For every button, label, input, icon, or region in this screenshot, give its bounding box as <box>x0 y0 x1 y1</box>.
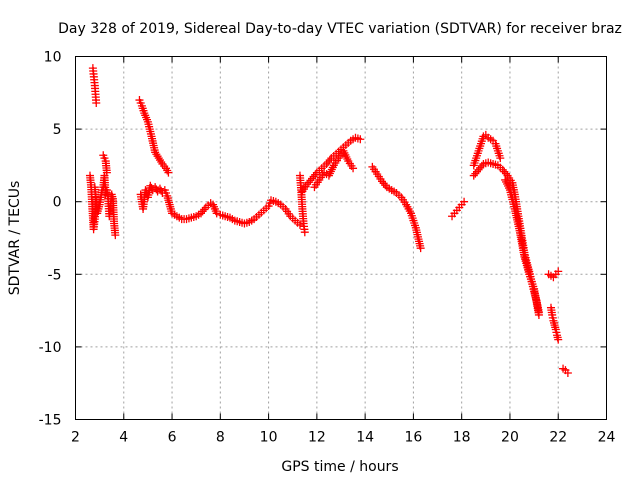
y-tick-label: -10 <box>39 340 62 356</box>
series-seg-f <box>368 162 425 253</box>
x-tick-label: 2 <box>71 430 80 446</box>
data-point <box>416 244 425 253</box>
data-point <box>111 231 120 240</box>
y-tick-label: 5 <box>53 122 62 138</box>
data-point <box>311 170 320 179</box>
x-tick-label: 8 <box>216 430 225 446</box>
data-point <box>534 310 543 319</box>
x-tick-label: 14 <box>356 430 374 446</box>
y-tick-label: 10 <box>44 50 62 66</box>
chart-title: Day 328 of 2019, Sidereal Day-to-day VTE… <box>58 21 622 37</box>
y-tick-label: -5 <box>48 267 62 283</box>
series-seg-b2 <box>99 171 120 240</box>
x-tick-label: 16 <box>404 430 422 446</box>
data-points <box>85 64 572 378</box>
data-point <box>295 220 304 229</box>
series-seg-h1 <box>469 130 505 170</box>
data-point <box>92 98 101 107</box>
data-point <box>200 205 209 214</box>
series-seg-e1 <box>295 171 309 237</box>
y-tick-label: 0 <box>53 195 62 211</box>
data-point <box>460 197 469 206</box>
data-point <box>325 156 334 165</box>
series-seg-b1 <box>99 151 111 177</box>
series-seg-k <box>559 364 572 378</box>
y-tick-label: -15 <box>39 413 62 429</box>
x-tick-label: 24 <box>598 430 616 446</box>
x-tick-label: 10 <box>260 430 278 446</box>
series-seg-d <box>172 196 304 229</box>
x-tick-label: 22 <box>549 430 567 446</box>
data-point <box>212 209 221 218</box>
series-seg-j <box>546 303 563 344</box>
series-seg-a2 <box>88 64 101 107</box>
data-point <box>300 228 309 237</box>
data-point <box>563 369 572 378</box>
data-point <box>501 169 510 178</box>
y-axis-label: SDTVAR / TECUs <box>7 181 23 296</box>
series-seg-i <box>544 267 563 282</box>
series-seg-h3 <box>501 175 543 319</box>
x-tick-label: 20 <box>501 430 519 446</box>
series-seg-g <box>448 197 469 221</box>
data-point <box>381 181 390 190</box>
data-point <box>554 335 563 344</box>
data-point <box>477 161 486 170</box>
data-point <box>349 164 358 173</box>
x-tick-label: 6 <box>168 430 177 446</box>
series-seg-e2 <box>298 133 365 196</box>
data-point <box>496 154 505 163</box>
series-seg-c1 <box>135 96 173 177</box>
data-point <box>554 267 563 276</box>
data-point <box>356 135 365 144</box>
data-point <box>164 168 173 177</box>
x-axis-label: GPS time / hours <box>281 459 398 475</box>
grid <box>75 56 607 420</box>
series-seg-e3 <box>310 146 358 192</box>
x-tick-label: 18 <box>453 430 471 446</box>
x-tick-label: 4 <box>119 430 128 446</box>
plot-frame <box>75 56 607 420</box>
data-point <box>157 158 166 167</box>
series-seg-c2 <box>136 181 179 219</box>
x-tick-label: 12 <box>308 430 326 446</box>
